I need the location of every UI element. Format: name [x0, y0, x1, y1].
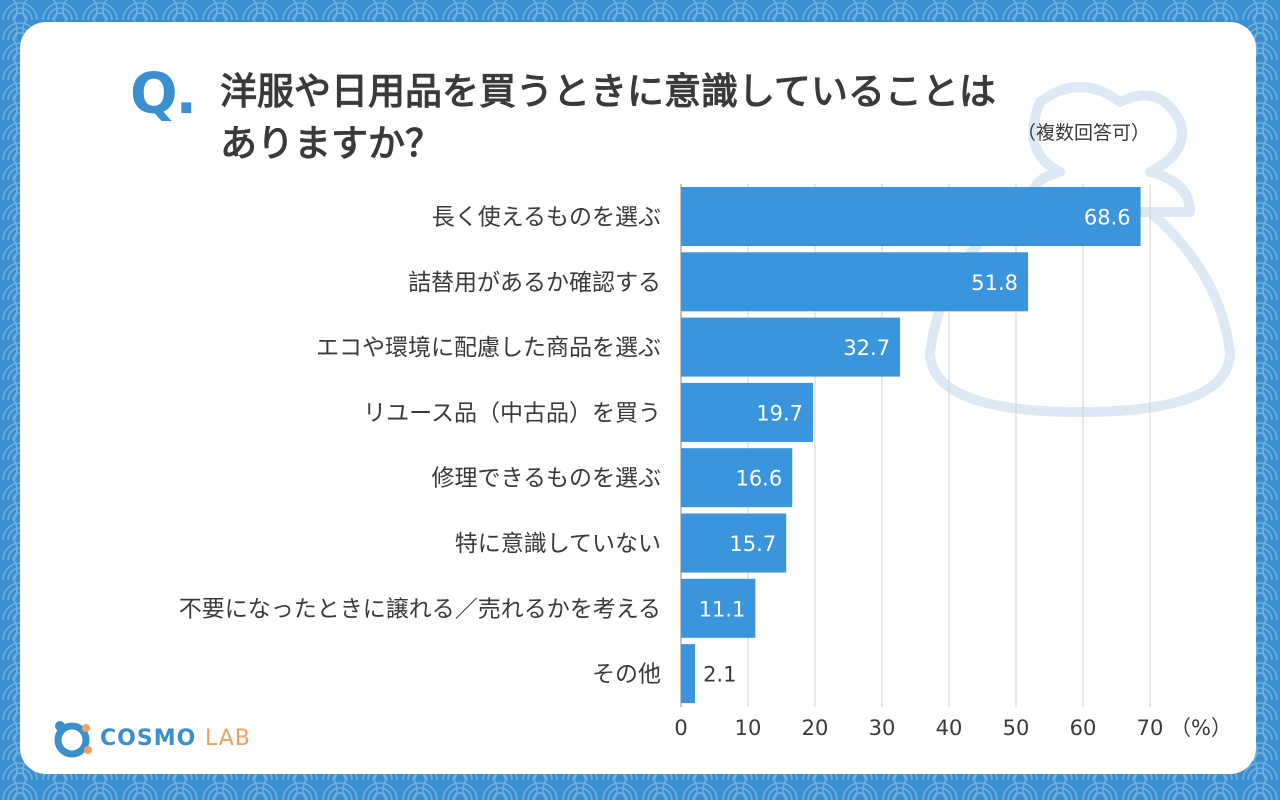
x-tick-label: 30	[869, 716, 896, 740]
question-title: 洋服や日用品を買うときに意識していることは ありますか？	[220, 66, 1180, 170]
bar	[681, 187, 1141, 246]
x-tick-label: 40	[936, 716, 963, 740]
value-label: 32.7	[843, 336, 890, 360]
category-label: 特に意識していない	[455, 531, 661, 557]
category-label: 長く使えるものを選ぶ	[432, 205, 661, 231]
bar	[681, 448, 793, 508]
x-tick-label: 50	[1003, 716, 1030, 740]
bar	[681, 578, 756, 638]
value-label: 51.8	[971, 271, 1018, 295]
value-label: 68.6	[1084, 206, 1131, 230]
category-label: エコや環境に配慮した商品を選ぶ	[316, 335, 661, 361]
multiple-answers-note: （複数回答可）	[1016, 122, 1150, 144]
cosmo-lab-logo-text: COSMO LAB	[100, 726, 251, 751]
x-tick-label: 10	[735, 716, 762, 740]
question-line-1: 洋服や日用品を買うときに意識していることは	[220, 70, 996, 113]
question-mark-q: Q.	[130, 62, 197, 127]
bar	[681, 513, 787, 573]
value-label: 16.6	[735, 467, 782, 491]
x-unit-label: （%）	[1170, 716, 1232, 740]
x-tick-label: 20	[802, 716, 829, 740]
chart-card: Q. 洋服や日用品を買うときに意識していることは ありますか？ （複数回答可） …	[20, 22, 1256, 774]
category-label: リユース品（中古品）を買う	[363, 400, 661, 426]
cosmo-lab-logo: COSMO LAB	[50, 718, 251, 758]
value-label: 19.7	[756, 401, 803, 425]
value-label: 2.1	[703, 663, 736, 687]
value-label: 15.7	[729, 532, 776, 556]
category-label: 不要になったときに譲れる／売れるかを考える	[179, 596, 661, 622]
cosmo-lab-logo-icon	[54, 721, 92, 758]
logo-suffix: LAB	[204, 725, 251, 751]
x-tick-label: 60	[1070, 716, 1097, 740]
bar	[681, 644, 696, 704]
bar-chart: 0 10 20 30 40 50 60 70 （%） 長く使えるものを選ぶ 68.6 詰替用があるか確…	[179, 184, 1232, 740]
x-tick-label: 70	[1137, 716, 1164, 740]
bar	[681, 317, 901, 377]
category-label: 詰替用があるか確認する	[408, 270, 661, 296]
x-tick-label: 0	[674, 716, 687, 740]
category-label: その他	[592, 662, 661, 688]
logo-name: COSMO	[100, 725, 197, 751]
bar	[681, 252, 1029, 312]
value-label: 11.1	[699, 597, 746, 621]
category-label: 修理できるものを選ぶ	[431, 466, 661, 492]
question-line-2: ありますか？	[220, 122, 442, 165]
bar	[681, 382, 813, 442]
